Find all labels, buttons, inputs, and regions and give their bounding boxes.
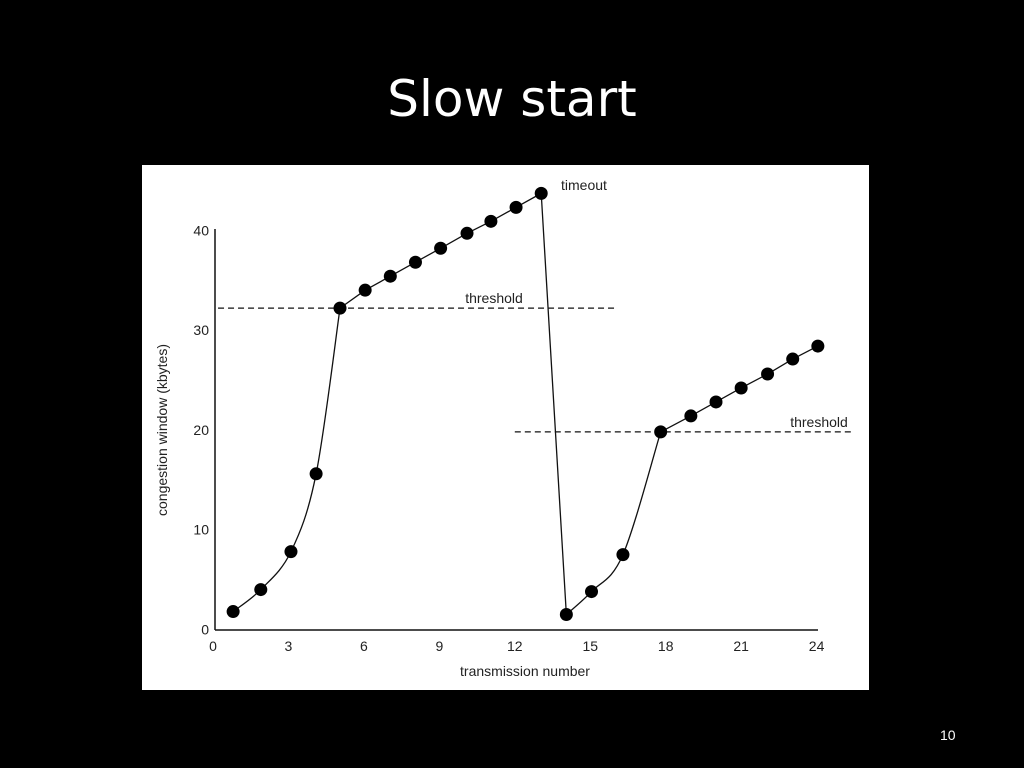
data-point xyxy=(408,255,422,269)
data-point xyxy=(484,214,498,228)
y-axis-label: congestion window (kbytes) xyxy=(154,344,170,516)
data-point xyxy=(284,545,298,559)
x-axis-label: transmission number xyxy=(460,663,590,679)
data-point xyxy=(460,226,474,240)
x-tick-label: 18 xyxy=(658,638,674,654)
slide-title: Slow start xyxy=(387,70,637,128)
data-point xyxy=(509,200,523,214)
x-tick-label: 12 xyxy=(507,638,523,654)
x-tick-label: 24 xyxy=(809,638,825,654)
y-tick-label: 20 xyxy=(193,422,209,438)
x-tick-label: 3 xyxy=(285,638,293,654)
data-point xyxy=(709,395,723,409)
y-tick-label: 30 xyxy=(193,322,209,338)
y-tick-label: 40 xyxy=(193,222,209,238)
data-point xyxy=(226,605,240,619)
data-point xyxy=(534,186,548,200)
data-point xyxy=(434,241,448,255)
timeout-annotation: timeout xyxy=(561,177,607,193)
threshold-label: threshold xyxy=(465,290,523,306)
data-point xyxy=(358,283,372,297)
congestion-window-chart: 0 3 6 9 12 15 18 21 24 0 10 20 30 40 threshold thresho… xyxy=(154,177,855,679)
data-point xyxy=(654,425,668,439)
data-point xyxy=(761,367,775,381)
x-tick-label: 0 xyxy=(209,638,217,654)
data-point xyxy=(811,339,825,353)
y-tick-label: 10 xyxy=(193,522,209,538)
data-point xyxy=(585,585,599,599)
data-point xyxy=(309,467,323,481)
data-point xyxy=(616,548,630,562)
data-point xyxy=(559,608,573,622)
chart-panel: 0 3 6 9 12 15 18 21 24 0 10 20 30 40 threshold thresho… xyxy=(142,165,869,690)
x-tick-label: 6 xyxy=(360,638,368,654)
x-tick-label: 21 xyxy=(733,638,749,654)
data-point xyxy=(383,269,397,283)
page-number: 10 xyxy=(940,727,956,743)
data-point xyxy=(786,352,800,366)
data-point xyxy=(684,409,698,423)
y-tick-label: 0 xyxy=(201,622,209,638)
threshold-label: threshold xyxy=(790,414,848,430)
series-line xyxy=(232,192,819,616)
x-tick-label: 15 xyxy=(582,638,598,654)
data-point xyxy=(254,583,268,597)
data-point xyxy=(734,381,748,395)
x-tick-label: 9 xyxy=(435,638,443,654)
data-point xyxy=(333,301,347,315)
